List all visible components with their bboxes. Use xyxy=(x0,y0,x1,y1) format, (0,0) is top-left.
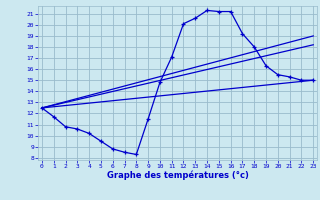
X-axis label: Graphe des températures (°c): Graphe des températures (°c) xyxy=(107,171,249,180)
